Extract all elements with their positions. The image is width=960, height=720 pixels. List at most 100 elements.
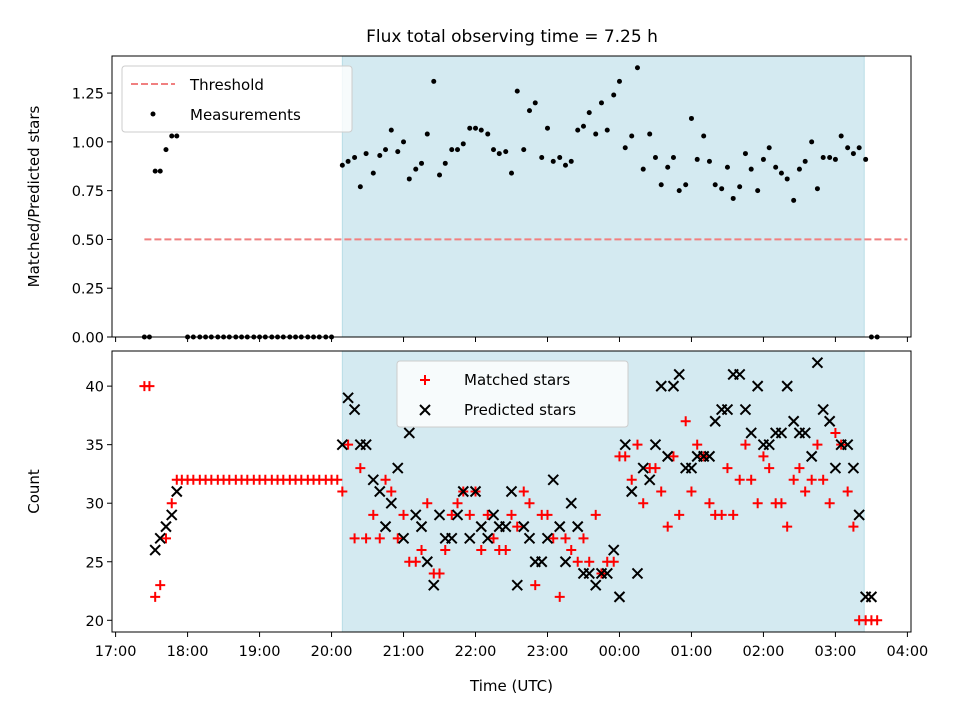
measurement-point <box>730 195 736 201</box>
matched-point <box>482 509 493 520</box>
matched-point <box>440 545 451 556</box>
measurement-point <box>363 151 369 157</box>
measurement-point <box>598 100 604 106</box>
measurement-point <box>370 170 376 176</box>
matched-point <box>368 509 379 520</box>
measurement-point <box>856 145 862 151</box>
matched-point <box>530 580 541 591</box>
matched-point <box>806 474 817 485</box>
matched-point <box>160 533 171 544</box>
matched-point <box>728 509 739 520</box>
predicted-point <box>518 520 530 533</box>
measurement-point <box>640 166 646 172</box>
predicted-point <box>360 438 372 451</box>
measurement-point <box>784 176 790 182</box>
predicted-point <box>865 591 878 603</box>
measurement-point <box>773 164 779 170</box>
predicted-point <box>554 520 566 533</box>
matched-point <box>380 474 391 485</box>
measurement-point <box>539 154 545 160</box>
x-tick-label: 22:00 <box>455 644 497 660</box>
predicted-point <box>367 474 380 486</box>
x-tick-label: 23:00 <box>527 644 569 660</box>
matched-point <box>374 533 385 544</box>
x-tick-label: 04:00 <box>887 644 929 660</box>
matched-point <box>812 439 823 450</box>
measurement-point <box>820 154 826 160</box>
matched-point <box>692 439 703 450</box>
x-tick-label: 02:00 <box>743 644 785 660</box>
measurement-point <box>802 158 808 164</box>
x-tick-label: 00:00 <box>599 644 641 660</box>
predicted-point <box>511 579 523 591</box>
matched-point <box>656 486 667 497</box>
measurement-point <box>760 156 766 162</box>
predicted-point <box>608 544 620 556</box>
predicted-point <box>523 532 536 545</box>
matched-point <box>337 486 348 497</box>
predicted-point <box>781 380 793 392</box>
predicted-point <box>626 485 638 498</box>
matched-point <box>464 509 475 520</box>
measurement-point <box>157 168 163 174</box>
axes-frame <box>111 55 912 338</box>
matched-point <box>764 463 775 474</box>
measurement-point <box>431 78 437 84</box>
matched-point <box>542 509 553 520</box>
predicted-point <box>709 415 721 427</box>
predicted-point <box>745 427 757 439</box>
predicted-point <box>823 415 836 427</box>
predicted-point <box>841 438 854 451</box>
predicted-point <box>421 556 433 568</box>
matched-point <box>416 545 427 556</box>
predicted-point <box>374 485 386 498</box>
y-tick-label: 0.75 <box>72 184 104 200</box>
measurement-point <box>503 149 509 155</box>
measurement-point <box>658 182 664 188</box>
matched-point <box>650 463 661 474</box>
measurement-point <box>509 170 514 176</box>
x-tick-label: 03:00 <box>815 644 857 660</box>
matched-point <box>361 533 372 544</box>
matched-point <box>155 580 166 591</box>
measurement-point <box>437 172 443 178</box>
matched-point <box>590 509 601 520</box>
matched-point <box>848 521 859 532</box>
legend-box <box>121 65 353 133</box>
matched-point <box>752 498 763 509</box>
matched-point <box>144 381 155 392</box>
matched-point <box>842 486 853 497</box>
figure-title: Flux total observing time = 7.25 h <box>366 27 658 47</box>
matched-point <box>800 486 811 497</box>
predicted-point <box>649 438 662 451</box>
predicted-point <box>619 438 631 451</box>
matched-point <box>150 591 161 602</box>
measurement-point <box>863 156 869 162</box>
predicted-point <box>805 450 818 463</box>
measurement-point <box>694 156 700 162</box>
legend-matched-label: Matched stars <box>464 371 570 389</box>
matched-point <box>584 556 595 567</box>
measurement-point <box>152 168 158 174</box>
predicted-point <box>500 520 512 533</box>
predicted-point <box>464 532 476 545</box>
measurement-point <box>827 154 833 160</box>
x-tick-label: 20:00 <box>311 644 353 660</box>
measurement-point <box>796 166 802 172</box>
predicted-point <box>379 520 392 533</box>
measurement-point <box>163 147 169 153</box>
matched-point <box>506 509 517 520</box>
measurement-point <box>748 166 754 172</box>
predicted-point <box>505 485 518 498</box>
y-tick-label: 25 <box>86 555 104 571</box>
matched-point <box>349 533 360 544</box>
measurement-point <box>424 131 430 137</box>
measurement-point <box>568 158 574 164</box>
measurement-point <box>467 125 473 131</box>
predicted-point <box>410 509 422 521</box>
x-axis-label: Time (UTC) <box>469 677 553 695</box>
predicted-point <box>397 532 410 545</box>
measurement-point <box>485 131 491 137</box>
measurement-point <box>478 127 484 133</box>
measurement-point <box>419 160 425 166</box>
